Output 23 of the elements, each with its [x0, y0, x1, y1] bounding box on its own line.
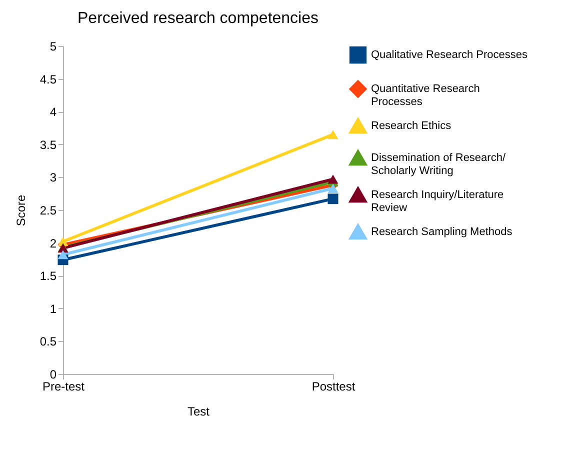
x-tick-label: Pre-test — [42, 380, 86, 394]
x-axis-title: Test — [187, 404, 210, 418]
legend-label: Dissemination of Research/Scholarly Writing — [371, 152, 506, 177]
y-tick-label: 5 — [50, 40, 57, 54]
chart-title: Perceived research competencies — [77, 10, 319, 27]
legend-label: Quantitative Research Processes — [371, 83, 480, 108]
legend-label: Research Inquiry/Literature Review — [371, 189, 504, 214]
y-tick-label: 1.5 — [40, 269, 57, 284]
y-tick-label: 2 — [50, 236, 57, 250]
y-tick-label: 0 — [50, 368, 57, 382]
y-tick-label: 3 — [50, 170, 57, 185]
y-tick-label: 2.5 — [40, 204, 57, 218]
y-tick-label: 1 — [50, 302, 57, 316]
y-tick-label: 3.5 — [40, 138, 57, 152]
y-tick-label: 4 — [50, 105, 57, 120]
y-axis-title: Score — [14, 194, 28, 226]
x-tick-label: Posttest — [312, 380, 356, 394]
y-tick-label: 4.5 — [40, 72, 57, 86]
point — [328, 194, 338, 204]
y-tick-label: 0.5 — [40, 334, 57, 349]
legend-label: Qualitative Research Processes — [371, 49, 528, 61]
legend-label: Research Sampling Methods — [371, 226, 513, 238]
legend-label: Research Ethics — [371, 120, 452, 132]
